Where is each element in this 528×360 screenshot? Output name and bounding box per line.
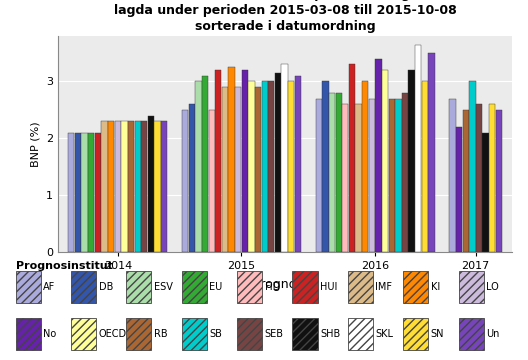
Text: DB: DB bbox=[99, 282, 113, 292]
Bar bbox=[182, 110, 188, 252]
Bar bbox=[316, 99, 322, 252]
Bar bbox=[403, 318, 428, 350]
Text: SHB: SHB bbox=[320, 329, 341, 339]
Bar bbox=[237, 318, 262, 350]
Bar bbox=[402, 93, 408, 252]
Bar bbox=[141, 121, 147, 252]
Bar bbox=[16, 271, 41, 302]
Bar bbox=[349, 64, 355, 252]
Bar bbox=[415, 45, 421, 252]
Text: ESV: ESV bbox=[154, 282, 173, 292]
Bar bbox=[81, 132, 88, 252]
Text: SB: SB bbox=[210, 329, 222, 339]
Bar bbox=[261, 81, 268, 252]
Bar bbox=[242, 70, 248, 252]
Bar bbox=[456, 127, 462, 252]
Bar bbox=[229, 67, 234, 252]
Bar bbox=[182, 271, 207, 302]
Bar bbox=[449, 99, 456, 252]
Text: RB: RB bbox=[154, 329, 168, 339]
Bar bbox=[101, 121, 108, 252]
Bar bbox=[428, 53, 435, 252]
Bar bbox=[422, 81, 428, 252]
Text: SKL: SKL bbox=[375, 329, 393, 339]
Text: Un: Un bbox=[486, 329, 499, 339]
Bar bbox=[348, 271, 373, 302]
Bar bbox=[348, 318, 373, 350]
Bar bbox=[154, 121, 161, 252]
Text: AF: AF bbox=[43, 282, 55, 292]
Text: HUI: HUI bbox=[320, 282, 337, 292]
Bar bbox=[389, 99, 395, 252]
Bar bbox=[375, 59, 382, 252]
Title: BNP-tillväxt 2014 till 2017, procent. Prognoser
lagda under perioden 2015-03-08 : BNP-tillväxt 2014 till 2017, procent. Pr… bbox=[114, 0, 457, 33]
Bar bbox=[281, 64, 288, 252]
Y-axis label: BNP (%): BNP (%) bbox=[31, 121, 41, 167]
Bar bbox=[182, 318, 207, 350]
Bar bbox=[121, 121, 128, 252]
Bar bbox=[222, 87, 228, 252]
Bar bbox=[489, 104, 495, 252]
X-axis label: Prognosår: Prognosår bbox=[254, 276, 316, 291]
Bar bbox=[16, 318, 41, 350]
Bar bbox=[469, 81, 476, 252]
Bar bbox=[209, 110, 215, 252]
Bar bbox=[215, 70, 221, 252]
Bar bbox=[329, 93, 335, 252]
Bar bbox=[235, 87, 241, 252]
Text: No: No bbox=[43, 329, 56, 339]
Bar bbox=[68, 132, 74, 252]
Bar bbox=[195, 81, 202, 252]
Bar bbox=[362, 81, 369, 252]
Bar bbox=[463, 110, 469, 252]
Bar bbox=[293, 318, 317, 350]
Bar bbox=[342, 104, 348, 252]
Bar bbox=[188, 104, 195, 252]
Text: FiD: FiD bbox=[265, 282, 280, 292]
Bar bbox=[336, 93, 342, 252]
Bar bbox=[75, 132, 81, 252]
Bar bbox=[293, 271, 317, 302]
Text: SEB: SEB bbox=[265, 329, 284, 339]
Text: KI: KI bbox=[431, 282, 440, 292]
Bar bbox=[108, 121, 114, 252]
Bar bbox=[126, 271, 152, 302]
Bar bbox=[71, 271, 96, 302]
Bar bbox=[71, 318, 96, 350]
Bar bbox=[458, 318, 484, 350]
Bar bbox=[128, 121, 134, 252]
Text: OECD: OECD bbox=[99, 329, 127, 339]
Bar bbox=[288, 81, 295, 252]
Bar bbox=[409, 70, 415, 252]
Bar bbox=[476, 104, 482, 252]
Bar bbox=[126, 318, 152, 350]
Bar bbox=[148, 116, 154, 252]
Bar bbox=[403, 271, 428, 302]
Bar bbox=[268, 81, 275, 252]
Bar bbox=[115, 121, 121, 252]
Bar bbox=[496, 110, 502, 252]
Text: LO: LO bbox=[486, 282, 499, 292]
Text: SN: SN bbox=[431, 329, 445, 339]
Bar bbox=[275, 73, 281, 252]
Bar bbox=[135, 121, 141, 252]
Bar bbox=[322, 81, 328, 252]
Bar bbox=[458, 271, 484, 302]
Bar bbox=[483, 132, 489, 252]
Bar bbox=[202, 76, 208, 252]
Bar bbox=[248, 81, 254, 252]
Bar bbox=[369, 99, 375, 252]
Bar bbox=[95, 132, 101, 252]
Text: IMF: IMF bbox=[375, 282, 392, 292]
Bar bbox=[382, 70, 388, 252]
Text: Prognosinstitut: Prognosinstitut bbox=[16, 261, 112, 271]
Bar bbox=[161, 121, 167, 252]
Bar bbox=[295, 76, 301, 252]
Text: EU: EU bbox=[210, 282, 223, 292]
Bar bbox=[355, 104, 362, 252]
Bar bbox=[255, 87, 261, 252]
Bar bbox=[395, 99, 401, 252]
Bar bbox=[88, 132, 95, 252]
Bar bbox=[237, 271, 262, 302]
